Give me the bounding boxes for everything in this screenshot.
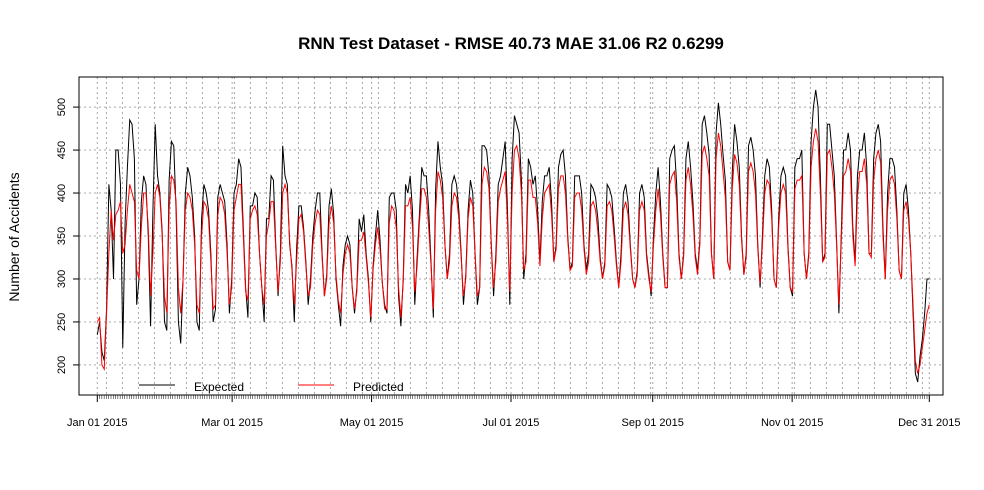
x-tick-label: Dec 31 2015 — [898, 417, 960, 429]
plot-frame — [78, 76, 944, 396]
x-tick-label: Nov 01 2015 — [761, 417, 823, 429]
grid — [79, 77, 943, 395]
y-tick-label: 300 — [56, 270, 68, 288]
x-tick-label: Jul 01 2015 — [483, 417, 540, 429]
legend-label-predicted: Predicted — [353, 380, 404, 394]
legend-label-expected: Expected — [194, 380, 244, 394]
y-tick-label: 500 — [56, 98, 68, 116]
y-tick-label: 350 — [56, 227, 68, 245]
axes: 200 250 300 350 400 450 500 Jan 01 2015 Mar 01 2… — [56, 76, 960, 429]
y-tick-label: 400 — [56, 184, 68, 202]
y-axis-label: Number of Accidents — [6, 172, 22, 301]
x-tick-label: Sep 01 2015 — [622, 417, 684, 429]
y-tick-label: 450 — [56, 141, 68, 159]
legend: Expected Predicted — [139, 380, 404, 394]
y-tick-label: 200 — [56, 356, 68, 374]
series-predicted-line — [96, 128, 930, 374]
chart-title: RNN Test Dataset - RMSE 40.73 MAE 31.06 … — [298, 34, 724, 53]
y-tick-label: 250 — [56, 313, 68, 331]
series-layer — [96, 89, 930, 383]
x-tick-label: Mar 01 2015 — [201, 417, 263, 429]
x-tick-label: May 01 2015 — [340, 417, 404, 429]
x-tick-label: Jan 01 2015 — [67, 417, 128, 429]
x-minor-ticks — [97, 395, 930, 399]
